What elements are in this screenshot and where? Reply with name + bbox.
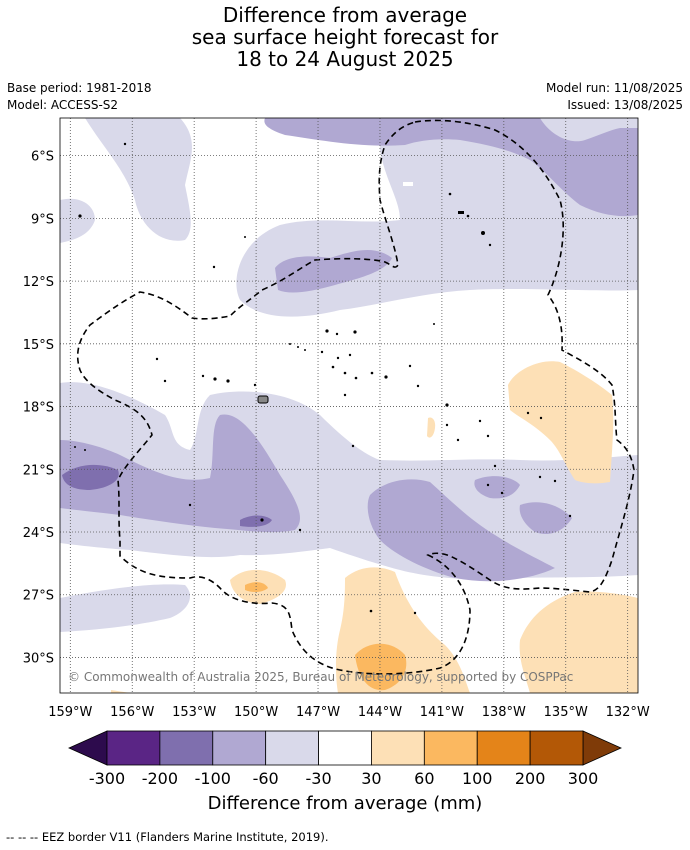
axis-labels: 159°W 156°W 153°W 150°W 147°W 144°W 141°W 138°W…: [23, 150, 650, 720]
colorbar-under-arrow: [68, 730, 108, 766]
lon-tick-label: 138°W: [482, 705, 526, 720]
island-gap: [403, 182, 413, 186]
lon-tick-label: 153°W: [172, 705, 216, 720]
lon-tick-label: 141°W: [420, 705, 464, 720]
lat-tick-label: 9°S: [31, 212, 54, 227]
colorbar-tick-label: -300: [89, 769, 125, 788]
colorbar-swatch: [318, 730, 372, 766]
eez-footer-note: -- -- -- EEZ border V11 (Flanders Marine…: [6, 830, 329, 844]
lon-tick-label: 150°W: [234, 705, 278, 720]
lat-tick-label: 18°S: [23, 401, 54, 416]
anomaly-band-light-negative: [60, 118, 638, 632]
colorbar-tick-label: 200: [515, 769, 546, 788]
lon-tick-label: 132°W: [606, 705, 650, 720]
title-line-3: 18 to 24 August 2025: [236, 47, 454, 71]
colorbar-tick-label: -200: [142, 769, 178, 788]
lon-tick-label: 156°W: [110, 705, 154, 720]
colorbar-tick-label: 30: [361, 769, 381, 788]
anomaly-band-mid-negative: [60, 118, 638, 582]
issued-date: Issued: 13/08/2025: [567, 98, 683, 112]
lat-tick-label: 12°S: [23, 275, 54, 290]
lat-tick-label: 6°S: [31, 150, 54, 165]
meta-left: Base period: 1981-2018 Model: ACCESS-S2: [7, 80, 152, 114]
colorbar-swatch: [265, 730, 319, 766]
meta-right: Model run: 11/08/2025 Issued: 13/08/2025: [546, 80, 683, 114]
lat-tick-label: 15°S: [23, 338, 54, 353]
colorbar-tick-label: -60: [253, 769, 279, 788]
graticule: [60, 118, 638, 693]
copyright-notice: © Commonwealth of Australia 2025, Bureau…: [68, 670, 573, 684]
colorbar-tick-label: -100: [195, 769, 231, 788]
colorbar-swatch: [529, 730, 584, 766]
title-line-2: sea surface height forecast for: [191, 25, 499, 49]
map-frame: [59, 117, 639, 694]
colorbar-tick-label: 100: [462, 769, 493, 788]
base-period: Base period: 1981-2018: [7, 81, 152, 95]
anomaly-band-dark-negative: [62, 464, 272, 527]
map-plot: © Commonwealth of Australia 2025, Bureau…: [60, 118, 638, 693]
lon-tick-label: 135°W: [544, 705, 588, 720]
model-run: Model run: 11/08/2025: [545, 81, 683, 95]
lat-tick-label: 30°S: [23, 651, 54, 666]
title-line-1: Difference from average: [222, 3, 468, 27]
map-title: Difference from average sea surface heig…: [0, 4, 690, 70]
colorbar-swatch: [106, 730, 161, 766]
lat-tick-label: 21°S: [23, 463, 54, 478]
colorbar-title: Difference from average (mm): [207, 793, 483, 814]
colorbar: -300 -200 -100 -60 -30 30 60 100 200 300: [68, 730, 622, 788]
island-markers: [74, 142, 572, 615]
lat-tick-label: 24°S: [23, 526, 54, 541]
colorbar-tick-label: 60: [414, 769, 434, 788]
lon-tick-label: 144°W: [358, 705, 402, 720]
colorbar-swatch: [159, 730, 214, 766]
lon-tick-label: 147°W: [296, 705, 340, 720]
model-name: Model: ACCESS-S2: [7, 98, 119, 112]
lon-tick-label: 159°W: [48, 705, 92, 720]
colorbar-swatch: [371, 730, 425, 766]
colorbar-over-arrow: [582, 730, 622, 766]
lat-tick-label: 27°S: [23, 589, 54, 604]
colorbar-tick-label: 300: [568, 769, 599, 788]
colorbar-swatch: [476, 730, 531, 766]
colorbar-tick-label: -30: [305, 769, 331, 788]
colorbar-swatch: [212, 730, 267, 766]
colorbar-swatch: [423, 730, 478, 766]
island-tahiti: [257, 395, 269, 404]
anomaly-band-mid-positive: [245, 582, 407, 691]
